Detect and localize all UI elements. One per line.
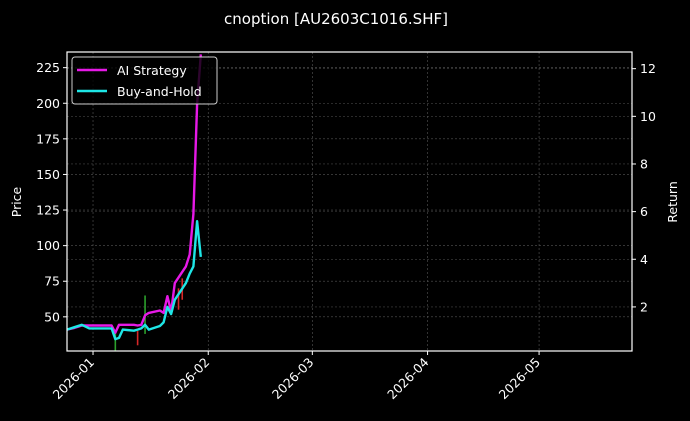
y-tick-label: 125 [36, 203, 60, 218]
y-tick-label: 75 [44, 274, 60, 289]
y2-tick-label: 10 [640, 109, 656, 124]
y-tick-label: 175 [36, 131, 60, 146]
y-tick-label: 100 [36, 238, 60, 253]
x-tick-label: 2026-04 [384, 354, 432, 402]
y-tick-label: 150 [36, 167, 60, 182]
y2-tick-label: 2 [640, 299, 648, 314]
x-tick-label: 2026-02 [165, 355, 213, 403]
candlesticks [114, 278, 184, 351]
series-lines [66, 54, 202, 341]
legend-label-buy-and-hold: Buy-and-Hold [117, 84, 202, 99]
chart-title: cnoption [AU2603C1016.SHF] [224, 10, 448, 28]
y-tick-label: 225 [36, 60, 60, 75]
series-line-buy-and-hold [66, 219, 202, 341]
y2-tick-label: 12 [640, 61, 656, 76]
legend: AI Strategy Buy-and-Hold [71, 56, 218, 105]
y2-tick-label: 4 [640, 252, 648, 267]
y-axis-left: 50 75 100 125 150 175 200 225 [36, 60, 67, 324]
x-tick-label: 2026-01 [50, 355, 98, 403]
y-tick-label: 50 [44, 309, 60, 324]
plot-frame [66, 51, 633, 352]
legend-label-ai-strategy: AI Strategy [117, 63, 187, 78]
series-line-ai-strategy [66, 54, 202, 334]
y-axis-right: 2 4 6 8 10 12 [632, 61, 656, 314]
y2-axis-label: Return [665, 181, 680, 222]
y-tick-label: 200 [36, 96, 60, 111]
y-axis-label: Price [9, 186, 24, 217]
legend-box [71, 56, 218, 105]
x-axis: 2026-01 2026-02 2026-03 2026-04 2026-05 [50, 351, 544, 403]
y2-tick-label: 8 [640, 156, 648, 171]
x-tick-label: 2026-03 [269, 355, 317, 403]
x-tick-label: 2026-05 [496, 355, 544, 403]
y2-tick-label: 6 [640, 204, 648, 219]
